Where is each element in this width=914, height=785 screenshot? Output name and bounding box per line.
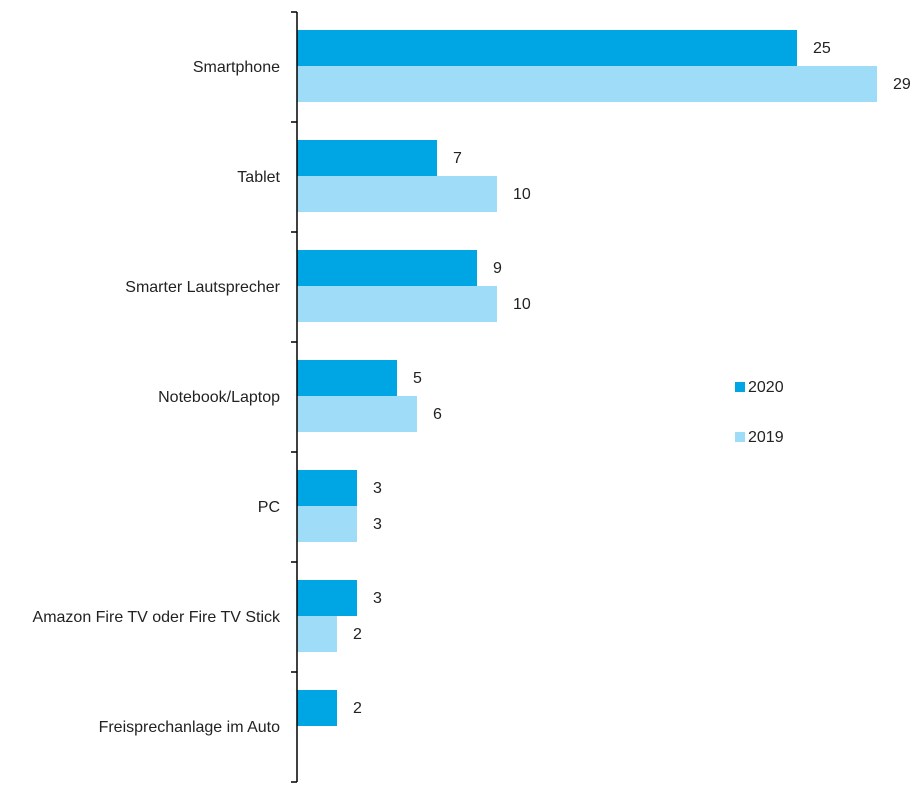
category-label: Freisprechanlage im Auto xyxy=(99,719,281,736)
bar xyxy=(297,286,497,322)
bar xyxy=(297,506,357,542)
category-label: Smarter Lautsprecher xyxy=(125,279,280,296)
bar xyxy=(297,470,357,506)
category-label: Tablet xyxy=(237,169,280,186)
value-label: 2 xyxy=(353,626,362,643)
value-label: 6 xyxy=(433,406,442,423)
bar xyxy=(297,360,397,396)
value-label: 3 xyxy=(373,480,382,497)
value-label: 7 xyxy=(453,150,462,167)
value-label: 3 xyxy=(373,516,382,533)
bar xyxy=(297,690,337,726)
value-label: 10 xyxy=(513,296,531,313)
bar xyxy=(297,580,357,616)
bar xyxy=(297,140,437,176)
value-label: 25 xyxy=(813,40,831,57)
category-label: Amazon Fire TV oder Fire TV Stick xyxy=(33,609,281,626)
legend-swatch xyxy=(735,382,745,392)
value-label: 29 xyxy=(893,76,911,93)
bar xyxy=(297,66,877,102)
legend-swatch xyxy=(735,432,745,442)
category-label: Notebook/Laptop xyxy=(158,389,280,406)
value-label: 3 xyxy=(373,590,382,607)
bar xyxy=(297,176,497,212)
value-label: 9 xyxy=(493,260,502,277)
legend-label: 2019 xyxy=(748,429,784,446)
bar xyxy=(297,250,477,286)
bar xyxy=(297,30,797,66)
value-label: 2 xyxy=(353,700,362,717)
bar xyxy=(297,616,337,652)
value-label: 10 xyxy=(513,186,531,203)
category-label: Smartphone xyxy=(193,59,280,76)
legend-label: 2020 xyxy=(748,379,784,396)
bar xyxy=(297,396,417,432)
value-label: 5 xyxy=(413,370,422,387)
category-label: PC xyxy=(258,499,280,516)
